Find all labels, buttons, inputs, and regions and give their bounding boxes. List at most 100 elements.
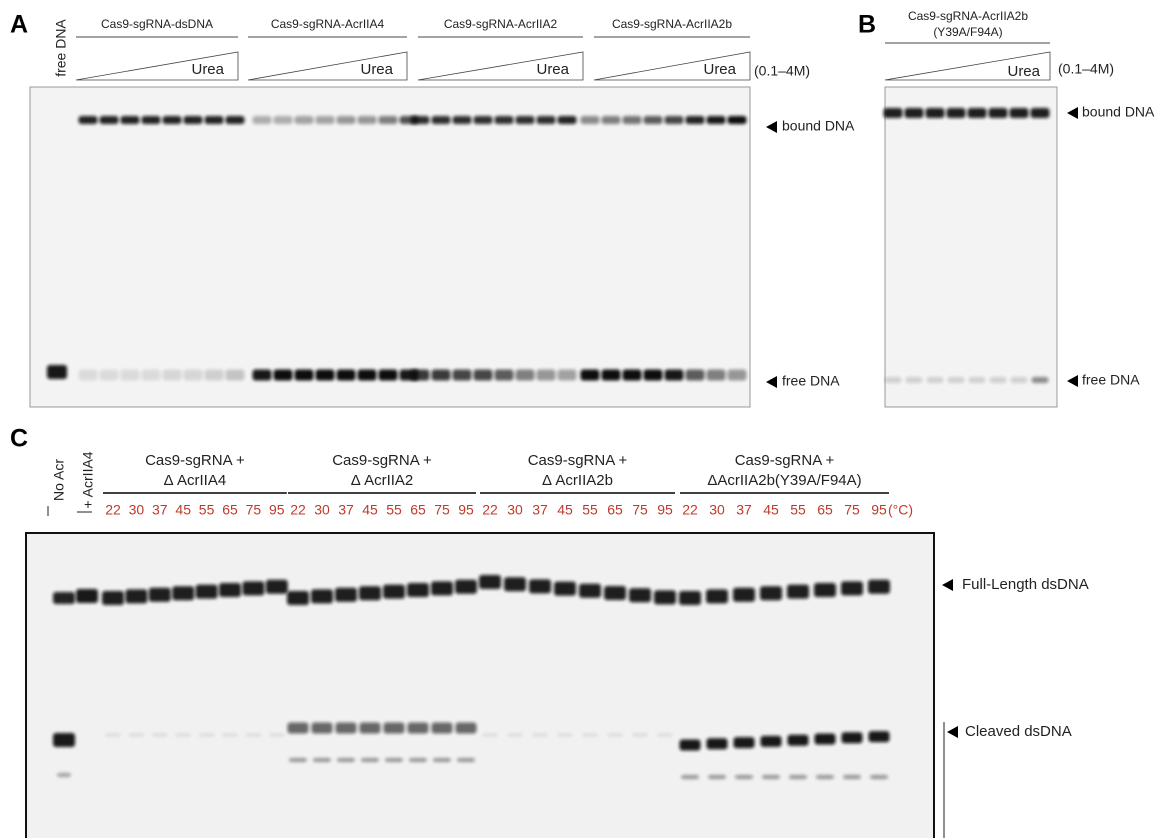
band bbox=[311, 722, 333, 734]
band bbox=[870, 775, 888, 779]
band bbox=[242, 581, 265, 596]
band bbox=[1030, 108, 1050, 118]
range-label: (0.1–4M) bbox=[1058, 61, 1114, 77]
band bbox=[452, 116, 472, 124]
band bbox=[225, 369, 245, 381]
band bbox=[988, 108, 1008, 118]
temperature-label: 95 bbox=[657, 502, 673, 518]
band bbox=[105, 733, 121, 737]
temperature-label: 22 bbox=[482, 502, 498, 518]
band bbox=[455, 579, 477, 594]
group-label: Cas9-sgRNA + bbox=[332, 452, 432, 469]
temperature-label: 22 bbox=[682, 502, 698, 518]
group-label: Cas9-sgRNA-AcrIIA4 bbox=[271, 17, 385, 31]
band bbox=[904, 108, 924, 118]
band bbox=[733, 737, 755, 749]
temperature-label: 75 bbox=[844, 502, 860, 518]
band bbox=[410, 116, 430, 124]
band bbox=[452, 369, 472, 381]
temperature-label: 45 bbox=[175, 502, 191, 518]
group-label: Cas9-sgRNA + bbox=[145, 452, 245, 469]
band bbox=[315, 369, 335, 381]
band bbox=[359, 722, 381, 734]
group-label: ΔAcrIIA2b(Y39A/F94A) bbox=[707, 472, 861, 489]
band bbox=[53, 592, 75, 604]
band bbox=[685, 369, 705, 381]
band bbox=[664, 116, 684, 124]
temperature-label: 55 bbox=[790, 502, 806, 518]
temperature-label: 75 bbox=[434, 502, 450, 518]
band bbox=[706, 369, 726, 381]
band bbox=[383, 722, 405, 734]
temperature-label: 37 bbox=[152, 502, 168, 518]
band bbox=[814, 583, 836, 597]
band bbox=[706, 589, 728, 604]
band bbox=[407, 583, 429, 597]
band bbox=[735, 775, 753, 779]
band bbox=[359, 586, 381, 601]
band bbox=[727, 116, 747, 124]
band bbox=[265, 579, 288, 594]
lane-label: free DNA bbox=[53, 19, 69, 77]
band bbox=[53, 733, 75, 747]
band bbox=[357, 369, 377, 381]
band bbox=[841, 732, 863, 744]
band bbox=[664, 369, 684, 381]
band bbox=[629, 588, 651, 603]
band bbox=[604, 586, 626, 600]
group-label: Δ AcrIIA2 bbox=[351, 472, 414, 489]
group-label: Δ AcrIIA2b bbox=[542, 472, 613, 489]
temperature-label: 45 bbox=[557, 502, 573, 518]
band bbox=[841, 581, 863, 596]
band bbox=[789, 775, 807, 779]
band bbox=[148, 587, 171, 602]
band bbox=[536, 369, 556, 381]
temperature-label: 65 bbox=[410, 502, 426, 518]
band bbox=[273, 369, 293, 381]
band bbox=[708, 775, 726, 779]
band bbox=[336, 116, 356, 124]
band bbox=[410, 369, 430, 381]
temperature-label: 55 bbox=[199, 502, 215, 518]
band bbox=[601, 369, 621, 381]
band bbox=[76, 589, 98, 603]
temperature-label: 55 bbox=[582, 502, 598, 518]
band bbox=[172, 586, 195, 601]
gradient-wedge bbox=[247, 51, 408, 81]
lane-label: No Acr bbox=[51, 459, 67, 501]
band bbox=[580, 369, 600, 381]
band bbox=[409, 758, 427, 762]
band bbox=[431, 369, 451, 381]
group-label: Cas9-sgRNA + bbox=[735, 452, 835, 469]
band bbox=[222, 733, 238, 737]
band bbox=[482, 733, 498, 737]
lane-label: + AcrIIA4 bbox=[80, 451, 96, 508]
band bbox=[455, 722, 477, 734]
temperature-label: 75 bbox=[632, 502, 648, 518]
temperature-label: 45 bbox=[763, 502, 779, 518]
temperature-label: 37 bbox=[338, 502, 354, 518]
gradient-wedge bbox=[884, 51, 1051, 81]
band bbox=[78, 116, 98, 124]
band bbox=[632, 733, 648, 737]
band bbox=[378, 116, 398, 124]
temperature-label: 65 bbox=[607, 502, 623, 518]
band bbox=[947, 377, 965, 383]
band bbox=[504, 577, 526, 592]
panel-letter: C bbox=[10, 425, 28, 453]
temperature-label: 75 bbox=[246, 502, 262, 518]
arrow bbox=[766, 376, 777, 388]
band bbox=[268, 733, 285, 737]
band bbox=[78, 369, 98, 381]
band bbox=[706, 116, 726, 124]
band bbox=[289, 758, 307, 762]
group-label: Cas9-sgRNA-AcrIIA2b bbox=[908, 9, 1028, 23]
band bbox=[219, 583, 241, 597]
band bbox=[245, 733, 262, 737]
gradient-label: Urea bbox=[703, 61, 736, 78]
band bbox=[515, 116, 535, 124]
band bbox=[335, 587, 357, 602]
band bbox=[557, 116, 577, 124]
